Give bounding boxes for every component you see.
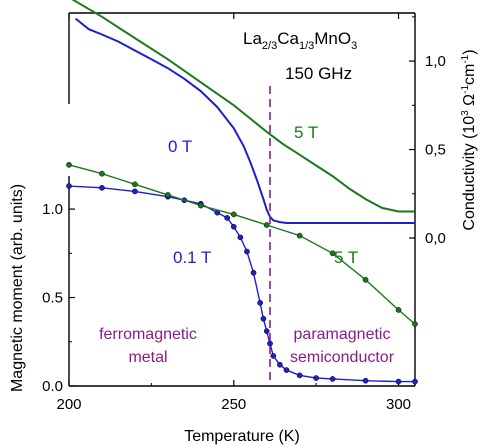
phase-label-ferromagnetic: ferromagnetic: [99, 326, 197, 343]
bottom-series-0p1T-point: [132, 188, 138, 195]
top-ytick-label: 0,5: [425, 142, 446, 159]
bottom-series-0p1T-point: [270, 353, 277, 359]
phase-label-semiconductor: semiconductor: [290, 349, 395, 366]
bottom-series-0p1T-point: [313, 375, 319, 381]
bottom-series-5T-point: [412, 321, 418, 327]
bottom-series-0p1T-point: [99, 184, 105, 191]
x-axis-title: Temperature (K): [184, 428, 300, 445]
bottom-panel: 0.0 0.5 1.0 200 250 300 0.1 T 5 T ferromagnetic m…: [9, 13, 418, 445]
bottom-series-5T-point: [165, 192, 171, 198]
bottom-series-0p1T-point: [263, 328, 270, 335]
bottom-series-5T-point: [362, 276, 369, 283]
bottom-ytick-label: 0.5: [42, 290, 63, 307]
top-label-5T: 5 T: [294, 123, 318, 142]
bottom-series-0p1T-point: [267, 340, 273, 347]
bottom-y-axis-title: Magnetic moment (arb. units): [9, 184, 26, 392]
bottom-series-0p1T-point: [244, 248, 250, 255]
top-series-5T-line: [71, 0, 415, 213]
bottom-ytick-label: 1.0: [42, 201, 63, 218]
xtick-label: 250: [221, 396, 246, 413]
bottom-series-5T-point: [197, 202, 204, 209]
bottom-series-0p1T-point: [224, 215, 231, 221]
bottom-series-5T-point: [329, 250, 336, 257]
bottom-series-0p1T-point: [412, 378, 418, 385]
bottom-series-0p1T-point: [277, 361, 283, 368]
xtick-label: 300: [386, 396, 411, 413]
bottom-series-5T-point: [395, 307, 402, 313]
bottom-series-0p1T-point: [66, 183, 72, 189]
bottom-series-0p1T-point: [230, 223, 237, 230]
bottom-series-0p1T-point: [329, 376, 336, 382]
bottom-series-5T-point: [230, 211, 237, 218]
bottom-series-5T-point: [132, 181, 138, 188]
bottom-series-5T-point: [296, 232, 303, 239]
bottom-label-5T: 5 T: [334, 248, 358, 267]
top-label-0T: 0 T: [168, 137, 192, 156]
bottom-series-5T-point: [263, 222, 270, 228]
bottom-series-5T-point: [66, 161, 72, 168]
bottom-ytick-label: 0.0: [42, 378, 63, 395]
top-series-0T-line: [74, 17, 415, 224]
frequency-label: 150 GHz: [285, 64, 352, 83]
phase-label-metal: metal: [128, 349, 167, 366]
top-ytick-label: 1,0: [425, 53, 446, 70]
top-panel: 0,0 0,5 1,0 La2/3Ca1/3MnO3 150 GHz 0 T 5 T Cond…: [68, 0, 478, 247]
top-ytick-label: 0,0: [425, 230, 446, 247]
bottom-label-0p1T: 0.1 T: [173, 248, 211, 267]
bottom-series-5T-line: [68, 164, 416, 325]
bottom-series-0p1T-point: [260, 315, 267, 322]
phase-label-paramagnetic: paramagnetic: [294, 326, 391, 343]
bottom-series-0p1T-point: [395, 378, 402, 385]
sample-title: La2/3Ca1/3MnO3: [243, 29, 357, 52]
bottom-series-0p1T-point: [362, 377, 369, 384]
bottom-series-0p1T-point: [296, 372, 303, 379]
bottom-series-0p1T-point: [237, 234, 244, 241]
top-y-axis-title: Conductivity (103 Ω-1cm-1): [460, 49, 478, 230]
bottom-series-0p1T-point: [283, 367, 290, 373]
bottom-series-5T-point: [99, 170, 105, 177]
bottom-series-0p1T-point: [257, 299, 263, 306]
bottom-series-0p1T-point: [250, 269, 257, 276]
xtick-label: 200: [56, 396, 81, 413]
